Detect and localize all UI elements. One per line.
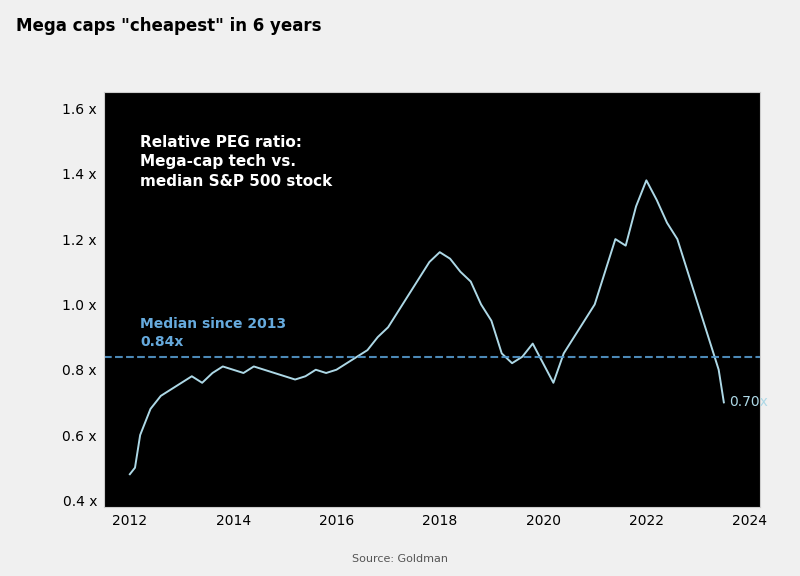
Text: Source: Goldman: Source: Goldman (352, 555, 448, 564)
Text: 0.70x: 0.70x (729, 395, 768, 410)
Text: Median since 2013
0.84x: Median since 2013 0.84x (140, 317, 286, 349)
Text: Mega caps "cheapest" in 6 years: Mega caps "cheapest" in 6 years (16, 17, 322, 35)
Text: Relative PEG ratio:
Mega-cap tech vs.
median S&P 500 stock: Relative PEG ratio: Mega-cap tech vs. me… (140, 135, 333, 189)
